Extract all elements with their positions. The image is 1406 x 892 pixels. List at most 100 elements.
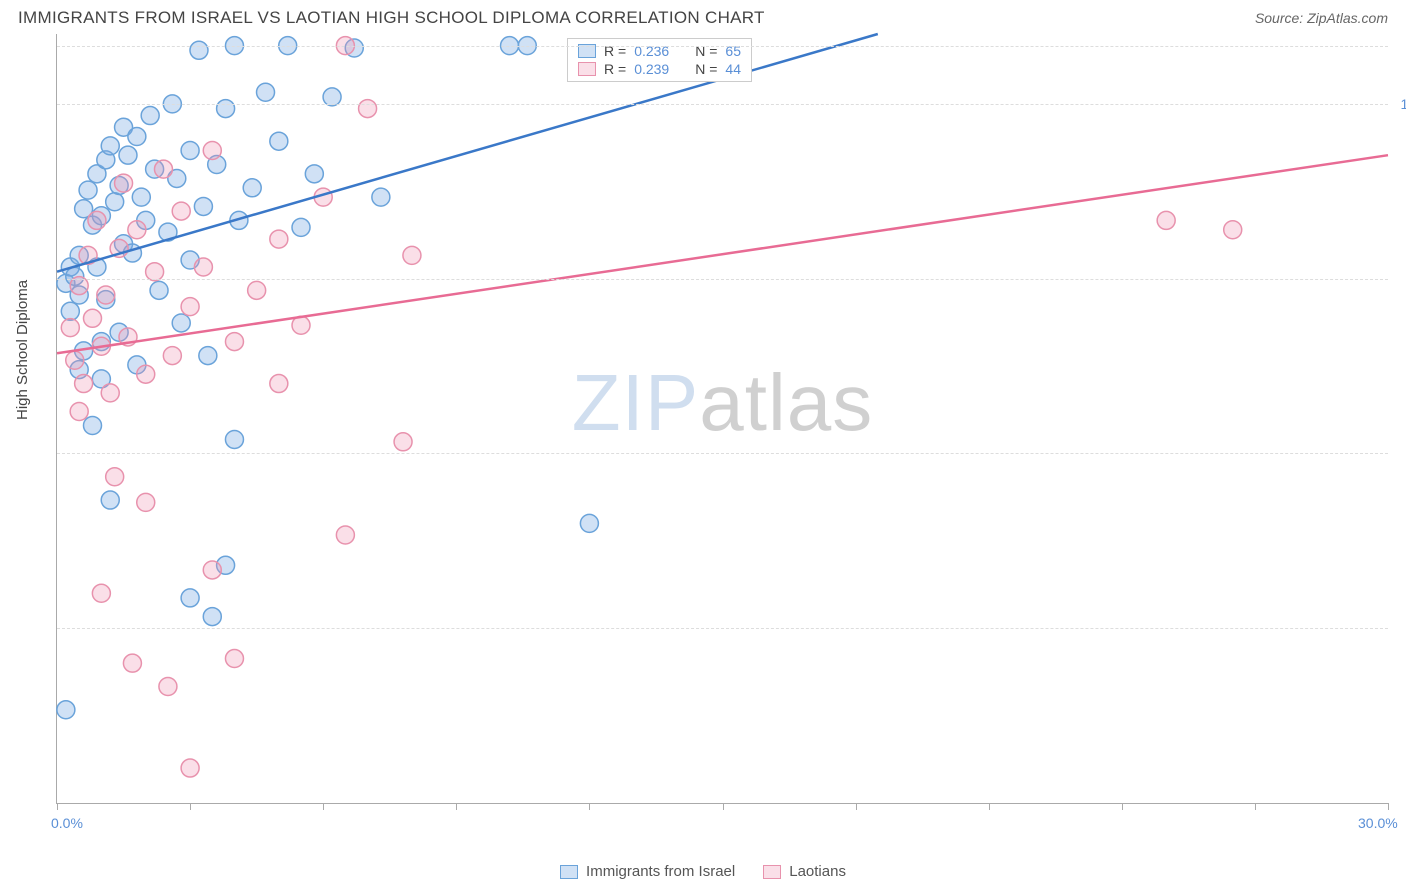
series-legend: Immigrants from Israel Laotians	[0, 863, 1406, 880]
data-point	[225, 333, 243, 351]
data-point	[83, 416, 101, 434]
header: IMMIGRANTS FROM ISRAEL VS LAOTIAN HIGH S…	[0, 0, 1406, 32]
data-point	[150, 281, 168, 299]
data-point	[181, 759, 199, 777]
x-tick-mark	[1388, 803, 1389, 810]
y-tick-label: 100.0%	[1401, 96, 1406, 112]
gridline	[57, 453, 1388, 454]
x-tick-mark	[723, 803, 724, 810]
x-tick-mark	[589, 803, 590, 810]
legend-item: Laotians	[763, 863, 846, 880]
correlation-legend: R =0.236N =65R =0.239N =44	[567, 38, 752, 82]
data-point	[372, 188, 390, 206]
gridline	[57, 46, 1388, 47]
source-label: Source: ZipAtlas.com	[1255, 10, 1388, 26]
data-point	[194, 258, 212, 276]
data-point	[181, 142, 199, 160]
data-point	[194, 197, 212, 215]
legend-label: Laotians	[789, 863, 846, 880]
data-point	[123, 654, 141, 672]
gridline	[57, 628, 1388, 629]
data-point	[199, 347, 217, 365]
data-point	[137, 365, 155, 383]
data-point	[159, 677, 177, 695]
data-point	[61, 319, 79, 337]
data-point	[92, 584, 110, 602]
data-point	[359, 100, 377, 118]
data-point	[217, 100, 235, 118]
x-tick-mark	[456, 803, 457, 810]
data-point	[270, 132, 288, 150]
data-point	[79, 181, 97, 199]
data-point	[88, 211, 106, 229]
trend-line	[57, 34, 878, 272]
data-point	[101, 491, 119, 509]
data-point	[119, 146, 137, 164]
legend-item: Immigrants from Israel	[560, 863, 735, 880]
data-point	[97, 286, 115, 304]
data-point	[132, 188, 150, 206]
legend-label: Immigrants from Israel	[586, 863, 735, 880]
scatter-plot	[57, 34, 1388, 803]
data-point	[75, 375, 93, 393]
data-point	[181, 298, 199, 316]
data-point	[106, 193, 124, 211]
data-point	[270, 230, 288, 248]
legend-swatch	[560, 865, 578, 879]
data-point	[394, 433, 412, 451]
data-point	[101, 137, 119, 155]
data-point	[61, 302, 79, 320]
data-point	[190, 41, 208, 59]
x-tick-mark	[856, 803, 857, 810]
data-point	[172, 202, 190, 220]
data-point	[101, 384, 119, 402]
x-tick-label: 30.0%	[1358, 815, 1398, 831]
data-point	[181, 589, 199, 607]
data-point	[292, 218, 310, 236]
data-point	[106, 468, 124, 486]
data-point	[225, 430, 243, 448]
data-point	[172, 314, 190, 332]
x-tick-mark	[1122, 803, 1123, 810]
legend-swatch	[763, 865, 781, 879]
r-label: R =	[604, 61, 626, 77]
x-tick-mark	[1255, 803, 1256, 810]
x-tick-mark	[989, 803, 990, 810]
data-point	[128, 128, 146, 146]
x-tick-mark	[57, 803, 58, 810]
gridline	[57, 104, 1388, 105]
y-axis-label: High School Diploma	[14, 280, 31, 420]
data-point	[115, 174, 133, 192]
data-point	[403, 246, 421, 264]
data-point	[137, 493, 155, 511]
data-point	[203, 142, 221, 160]
x-tick-mark	[190, 803, 191, 810]
x-tick-label: 0.0%	[51, 815, 83, 831]
data-point	[203, 561, 221, 579]
legend-row: R = 0.239 N = 44	[578, 60, 741, 78]
data-point	[66, 351, 84, 369]
data-point	[257, 83, 275, 101]
data-point	[270, 375, 288, 393]
data-point	[141, 107, 159, 125]
data-point	[225, 650, 243, 668]
data-point	[70, 403, 88, 421]
data-point	[203, 608, 221, 626]
data-point	[305, 165, 323, 183]
n-label: N =	[695, 61, 717, 77]
n-value: 44	[725, 61, 741, 77]
data-point	[154, 160, 172, 178]
x-tick-mark	[323, 803, 324, 810]
data-point	[580, 514, 598, 532]
legend-swatch	[578, 62, 596, 76]
data-point	[336, 526, 354, 544]
data-point	[1157, 211, 1175, 229]
data-point	[57, 701, 75, 719]
data-point	[243, 179, 261, 197]
gridline	[57, 279, 1388, 280]
chart-area: ZIPatlas R =0.236N =65R =0.239N =44 77.5…	[56, 34, 1388, 804]
r-value: 0.239	[634, 61, 669, 77]
data-point	[1224, 221, 1242, 239]
chart-title: IMMIGRANTS FROM ISRAEL VS LAOTIAN HIGH S…	[18, 8, 765, 28]
data-point	[163, 347, 181, 365]
